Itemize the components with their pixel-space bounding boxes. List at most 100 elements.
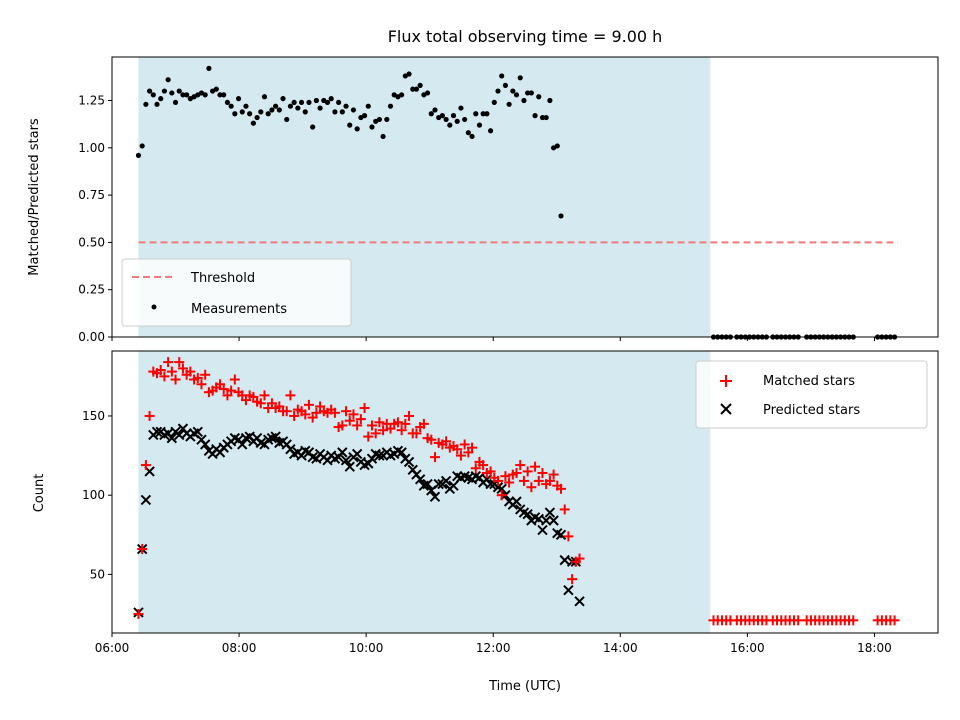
predicted-star-point [151, 426, 163, 438]
matched-star-point [341, 406, 352, 417]
matched-star-point [563, 531, 574, 542]
predicted-star-point [563, 585, 574, 596]
top-y-tick-label: 0.25 [78, 283, 105, 297]
measurement-point [354, 126, 360, 132]
measurement-point [558, 213, 564, 219]
matched-star-point [159, 371, 170, 382]
measurement-point [158, 96, 164, 102]
matched-star-point [556, 483, 567, 494]
bottom-y-tick-label: 150 [82, 409, 105, 423]
measurement-point [169, 90, 175, 96]
predicted-star-point [199, 439, 211, 450]
top-y-tick-label: 1.00 [78, 141, 105, 155]
matched-star-point [192, 372, 203, 383]
bottom-y-axis-label: Count [32, 474, 47, 513]
top-y-tick-label: 0.75 [78, 188, 105, 202]
top-y-tick-label: 1.25 [78, 94, 105, 108]
top-legend: Threshold Measurements [121, 258, 352, 327]
measurement-point [161, 88, 168, 94]
measurement-point [247, 111, 253, 117]
matched-star-point [441, 436, 452, 447]
measurement-point [543, 114, 549, 121]
matched-star-point [352, 420, 363, 431]
matched-star-point [378, 425, 389, 436]
measurement-point [317, 105, 323, 111]
measurement-point [165, 77, 171, 83]
measurement-point [284, 116, 290, 123]
measurement-point [265, 111, 271, 117]
top-y-ticks: 0.00 0.25 0.50 0.75 1.00 1.25 [78, 94, 112, 344]
measurement-point [384, 116, 390, 123]
matched-star-point [485, 466, 496, 477]
top-y-tick-label: 0.00 [78, 330, 105, 344]
matched-star-point [348, 409, 359, 420]
predicted-star-point [537, 524, 548, 536]
measurement-point [532, 113, 538, 119]
matched-star-point [411, 428, 422, 439]
matched-star-point [426, 434, 437, 445]
measurement-point [447, 122, 453, 128]
matched-star-point [359, 403, 370, 414]
matched-star-point [259, 390, 270, 401]
predicted-star-point [511, 496, 522, 507]
matched-legend-label: Matched stars [763, 374, 855, 389]
x-axis-label: Time (UTC) [488, 679, 561, 694]
bottom-y-tick-label: 100 [82, 488, 105, 502]
matched-star-point [155, 365, 166, 376]
matched-star-point [311, 407, 322, 418]
predicted-star-point [544, 507, 556, 518]
matched-star-point [478, 460, 489, 471]
predicted-star-point [351, 448, 363, 460]
measurement-point [399, 92, 405, 98]
top-panel: 0.00 0.25 0.50 0.75 1.00 1.25 Matched/Predict… [27, 56, 939, 344]
measurement-point [184, 92, 190, 98]
matched-star-point [544, 475, 555, 486]
predicted-legend-label: Predicted stars [763, 403, 860, 418]
measurement-point [554, 143, 560, 149]
matched-star-point [500, 471, 511, 482]
x-tick-label: 08:00 [222, 641, 257, 655]
measurement-point [176, 88, 182, 94]
predicted-star-point [237, 439, 248, 450]
bottom-plot-frame [111, 350, 939, 634]
matched-star-point [218, 384, 229, 395]
measurement-point [313, 97, 319, 104]
matched-star-point [515, 460, 526, 471]
x-tick-label: 14:00 [603, 641, 638, 655]
measurement-point [295, 105, 301, 111]
measurement-point [406, 71, 412, 77]
matched-star-point [530, 461, 541, 472]
measurement-point [450, 113, 457, 119]
x-tick-label: 10:00 [349, 641, 384, 655]
matched-star-point [303, 399, 314, 410]
top-y-tick-label: 0.50 [78, 235, 105, 249]
predicted-star-point [548, 515, 559, 526]
measurement-point [328, 96, 334, 102]
top-y-axis-label: Matched/Predicted stars [27, 118, 42, 276]
matched-star-point [177, 363, 188, 374]
measurement-point [387, 103, 394, 109]
measurement-point [506, 101, 512, 107]
measurement-point [454, 118, 460, 124]
measurement-point [324, 99, 331, 106]
matched-star-point [374, 417, 385, 428]
measurement-point [413, 86, 420, 92]
matched-star-point [144, 410, 155, 421]
measurement-point [135, 152, 142, 158]
measurement-point [513, 92, 520, 98]
predicted-star-point [374, 450, 385, 461]
predicted-star-point [522, 508, 533, 520]
matched-star-point [537, 467, 548, 478]
matched-star-point [174, 357, 185, 368]
predicted-star-point [448, 480, 459, 491]
matched-star-point [492, 475, 503, 486]
matched-star-point [559, 504, 570, 515]
matched-star-point [889, 615, 900, 626]
bottom-y-tick-label: 50 [90, 567, 105, 581]
measurement-point [510, 88, 516, 94]
top-plot-frame [111, 56, 939, 338]
matched-star-point [404, 410, 415, 421]
matched-star-point [470, 463, 481, 474]
matched-star-point [396, 425, 407, 436]
matched-star-point [567, 574, 578, 585]
